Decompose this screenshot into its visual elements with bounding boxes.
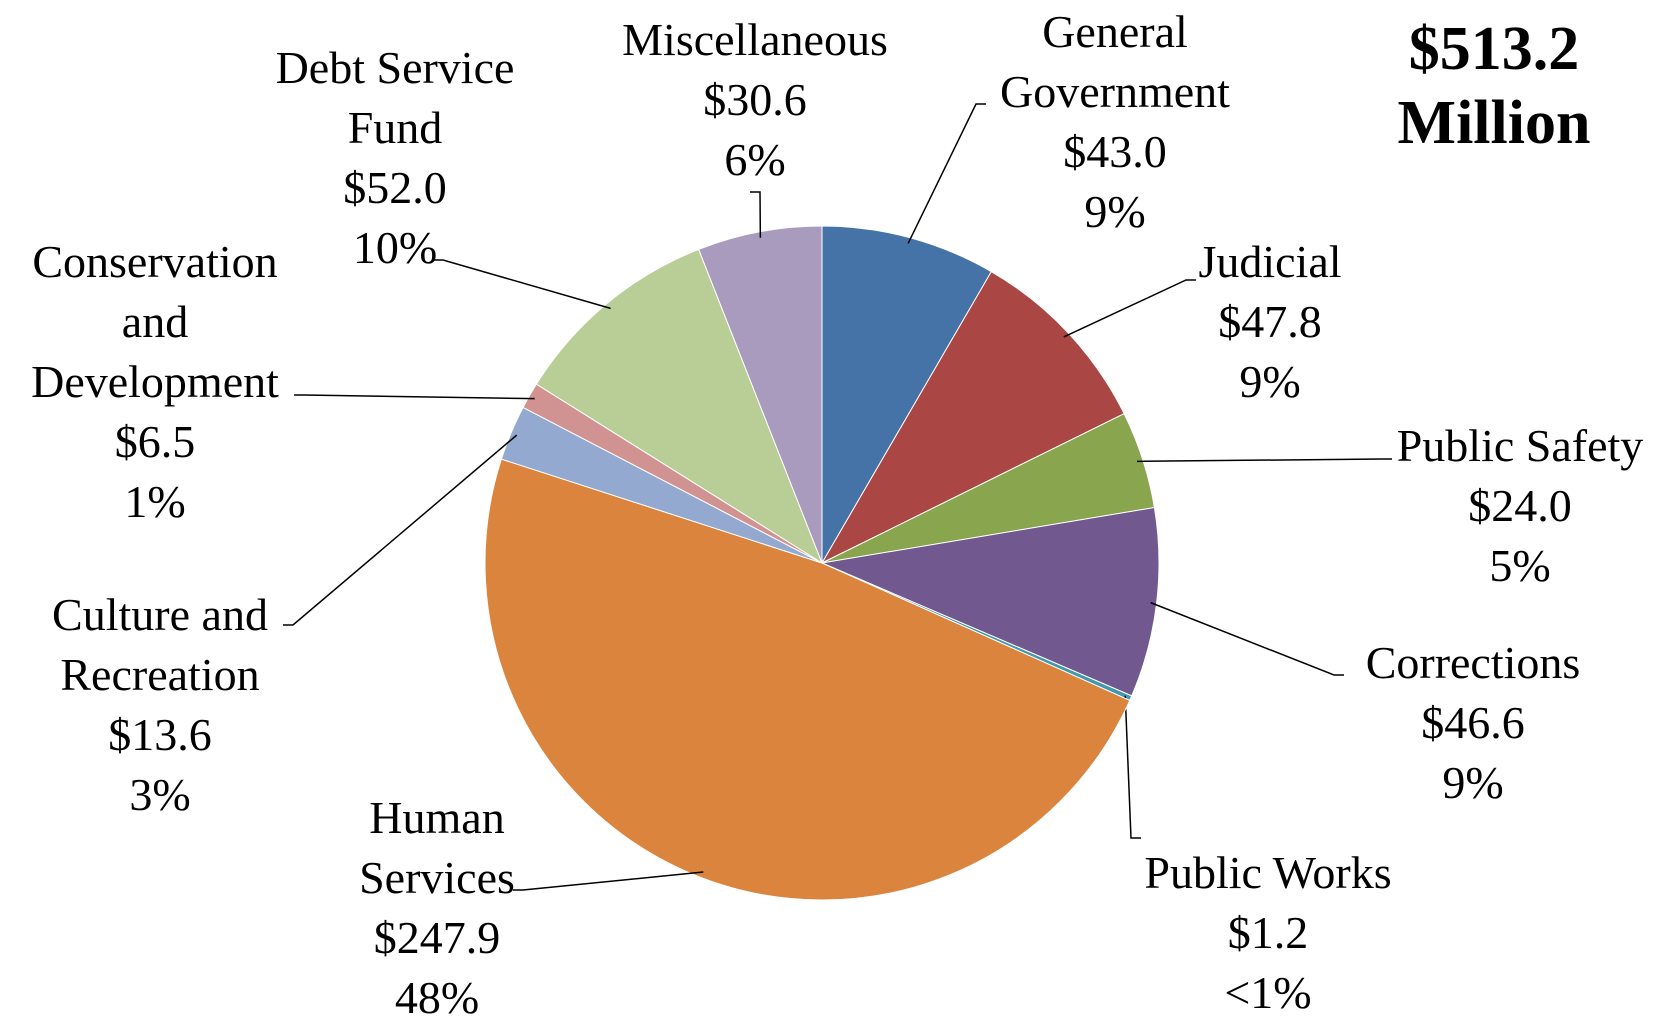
value-label: $52.0 bbox=[343, 162, 447, 213]
leader-line bbox=[283, 434, 518, 626]
leader-line bbox=[750, 191, 762, 238]
percent-label: 3% bbox=[129, 769, 191, 820]
value-label: $30.6 bbox=[703, 74, 807, 125]
percent-label: 9% bbox=[1084, 186, 1146, 237]
category-label: Human Services bbox=[359, 792, 515, 903]
leader-line bbox=[907, 103, 986, 244]
percent-label: 5% bbox=[1489, 540, 1551, 591]
leader-line bbox=[1150, 601, 1344, 676]
category-label: Judicial bbox=[1198, 236, 1342, 287]
category-label: Public Works bbox=[1144, 847, 1392, 898]
slice-label: Miscellaneous $30.6 6% bbox=[622, 10, 888, 190]
slice-label: Culture and Recreation $13.6 3% bbox=[52, 585, 268, 825]
page: $513.2 Million (() => { const data = JSO… bbox=[31, 2, 1644, 1023]
value-label: $46.6 bbox=[1421, 697, 1525, 748]
percent-label: <1% bbox=[1224, 967, 1312, 1018]
pie-slice bbox=[484, 458, 1131, 901]
leader-line bbox=[294, 394, 535, 400]
percent-label: 9% bbox=[1239, 356, 1301, 407]
percent-label: 6% bbox=[724, 134, 786, 185]
slice-label: Debt Service Fund $52.0 10% bbox=[276, 38, 515, 278]
percent-label: 1% bbox=[124, 476, 186, 527]
slice-label: Public Works $1.2 <1% bbox=[1144, 843, 1391, 1023]
category-label: General Government bbox=[1000, 6, 1230, 117]
value-label: $6.5 bbox=[114, 416, 196, 467]
slice-label: Public Safety $24.0 5% bbox=[1397, 416, 1644, 596]
leader-line bbox=[433, 259, 611, 310]
pie-slice bbox=[820, 506, 1160, 697]
leader-line bbox=[513, 871, 704, 891]
slice-label: Human Services $247.9 48% bbox=[359, 788, 515, 1028]
chart bbox=[283, 103, 1392, 901]
slice-label: General Government $43.0 9% bbox=[1000, 2, 1230, 242]
value-label: $13.6 bbox=[108, 709, 212, 760]
leader-line bbox=[1124, 695, 1141, 839]
pie-slice bbox=[821, 225, 993, 565]
slice-label: Corrections $46.6 9% bbox=[1366, 633, 1581, 813]
category-label: Miscellaneous bbox=[622, 14, 888, 65]
value-label: $43.0 bbox=[1063, 126, 1167, 177]
chart-title: $513.2 Million bbox=[1397, 15, 1591, 157]
category-label: Public Safety bbox=[1396, 420, 1644, 471]
value-label: $1.2 bbox=[1227, 907, 1309, 958]
percent-label: 48% bbox=[394, 972, 480, 1023]
pie-slice bbox=[698, 225, 823, 564]
category-label: Culture and Recreation bbox=[52, 589, 268, 700]
value-label: $247.9 bbox=[373, 912, 501, 963]
category-label: Debt Service Fund bbox=[275, 42, 515, 153]
percent-label: 10% bbox=[352, 222, 438, 273]
category-label: Conservation and Development bbox=[31, 236, 279, 407]
value-label: $24.0 bbox=[1468, 480, 1572, 531]
slice-label: Judicial $47.8 9% bbox=[1198, 232, 1341, 412]
leader-line bbox=[1063, 279, 1196, 338]
slice-label: Conservation and Development $6.5 1% bbox=[31, 232, 279, 532]
leader-line bbox=[1136, 458, 1392, 463]
category-label: Corrections bbox=[1365, 637, 1581, 688]
percent-label: 9% bbox=[1442, 757, 1504, 808]
value-label: $47.8 bbox=[1218, 296, 1322, 347]
pie-slice bbox=[535, 248, 824, 565]
pie-slice bbox=[820, 270, 1125, 565]
